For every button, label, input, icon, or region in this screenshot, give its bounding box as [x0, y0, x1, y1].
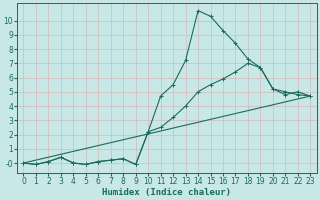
X-axis label: Humidex (Indice chaleur): Humidex (Indice chaleur) — [102, 188, 231, 197]
